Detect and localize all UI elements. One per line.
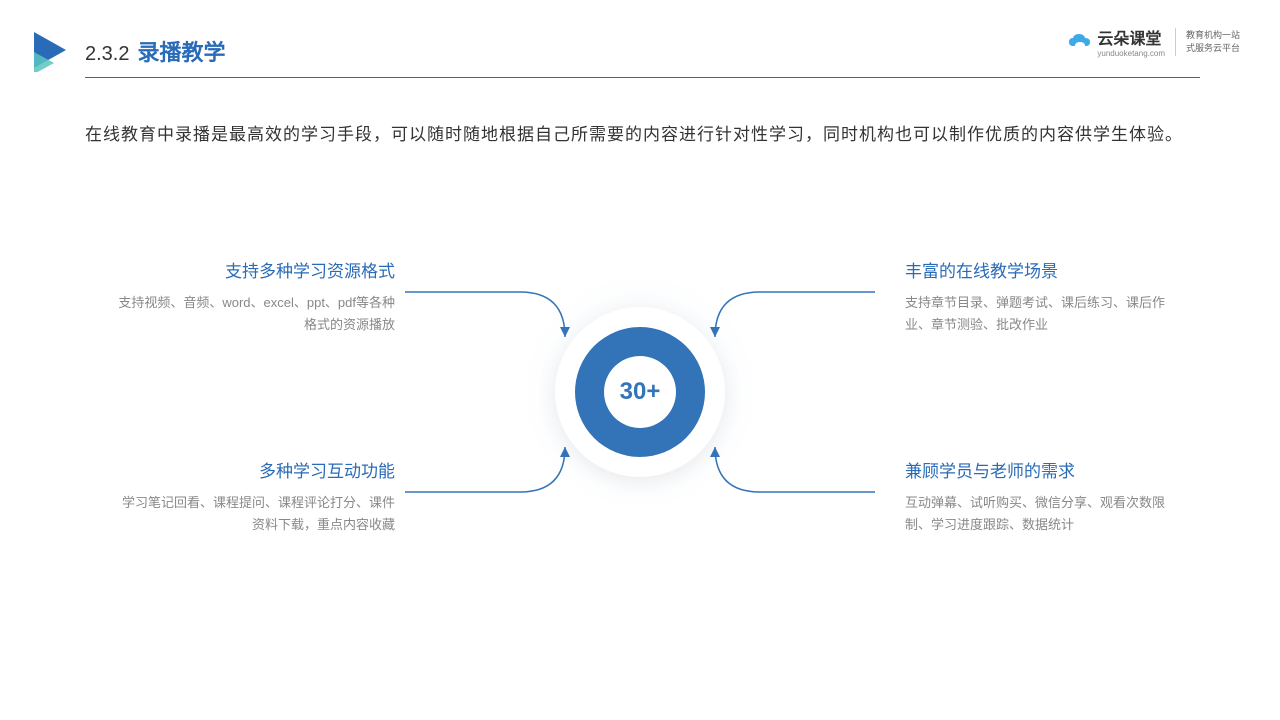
feature-title: 支持多种学习资源格式 [115,257,395,282]
feature-diagram: 30+ 支持多种学习资源格式 支持视频、音频、word、excel、ppt、pd… [0,202,1280,582]
logo-area: 云朵课堂 yunduoketang.com 教育机构一站 式服务云平台 [1067,25,1240,58]
tagline-line-2: 式服务云平台 [1186,42,1240,55]
title-row: 2.3.2 录播教学 [85,35,1200,78]
tagline-line-1: 教育机构一站 [1186,29,1240,42]
feature-desc: 互动弹幕、试听购买、微信分享、观看次数限制、学习进度跟踪、数据统计 [905,492,1185,536]
center-circle: 30+ [520,272,760,512]
feature-desc: 支持视频、音频、word、excel、ppt、pdf等各种格式的资源播放 [115,292,395,336]
logo-tagline: 教育机构一站 式服务云平台 [1186,29,1240,54]
feature-title: 多种学习互动功能 [115,457,395,482]
logo-brand-text: 云朵课堂 [1097,25,1165,49]
logo-domain-text: yunduoketang.com [1097,49,1165,58]
feature-bottom-right: 兼顾学员与老师的需求 互动弹幕、试听购买、微信分享、观看次数限制、学习进度跟踪、… [905,457,1185,536]
feature-title: 兼顾学员与老师的需求 [905,457,1185,482]
cloud-icon [1067,32,1093,52]
feature-top-right: 丰富的在线教学场景 支持章节目录、弹题考试、课后练习、课后作业、章节测验、批改作… [905,257,1185,336]
brand-logo: 云朵课堂 yunduoketang.com [1067,25,1165,58]
feature-title: 丰富的在线教学场景 [905,257,1185,282]
feature-desc: 支持章节目录、弹题考试、课后练习、课后作业、章节测验、批改作业 [905,292,1185,336]
logo-divider [1175,28,1176,56]
section-number: 2.3.2 [85,43,129,66]
section-title: 录播教学 [137,35,225,67]
slide-description: 在线教育中录播是最高效的学习手段，可以随时随地根据自己所需要的内容进行针对性学习… [0,78,1280,152]
play-icon [30,30,72,77]
ring-blue: 30+ [575,327,705,457]
ring-inner: 30+ [604,356,676,428]
feature-desc: 学习笔记回看、课程提问、课程评论打分、课件资料下载，重点内容收藏 [115,492,395,536]
feature-bottom-left: 多种学习互动功能 学习笔记回看、课程提问、课程评论打分、课件资料下载，重点内容收… [115,457,395,536]
center-value: 30+ [620,378,661,406]
ring-outer: 30+ [555,307,725,477]
slide-header: 2.3.2 录播教学 云朵课堂 yunduoketang.com 教育机构一站 … [0,0,1280,78]
feature-top-left: 支持多种学习资源格式 支持视频、音频、word、excel、ppt、pdf等各种… [115,257,395,336]
